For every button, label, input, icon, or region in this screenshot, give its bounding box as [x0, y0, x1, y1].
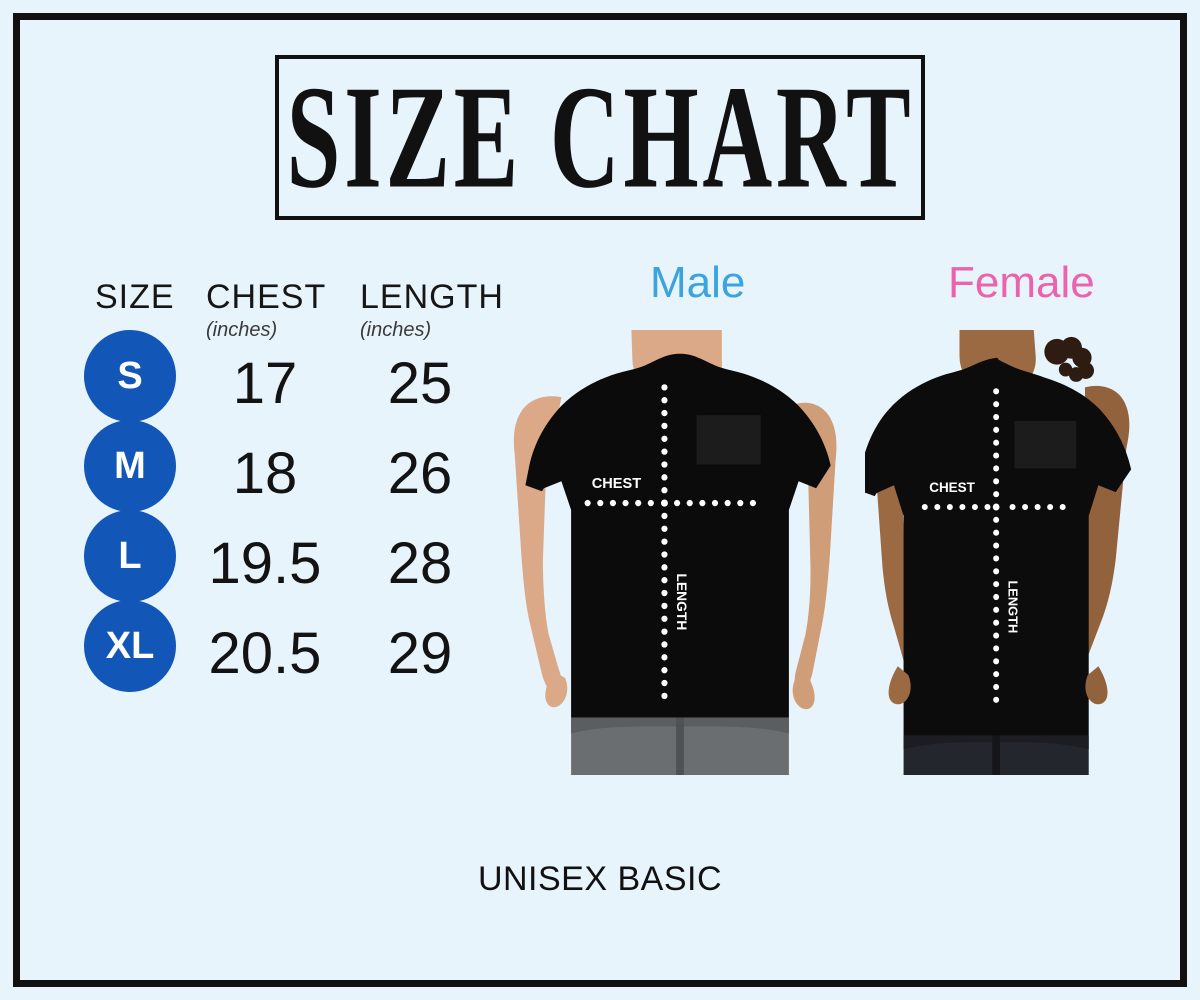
svg-text:LENGTH: LENGTH: [1006, 580, 1020, 633]
svg-text:CHEST: CHEST: [592, 476, 641, 492]
svg-text:CHEST: CHEST: [929, 480, 975, 495]
svg-text:LENGTH: LENGTH: [674, 574, 689, 631]
